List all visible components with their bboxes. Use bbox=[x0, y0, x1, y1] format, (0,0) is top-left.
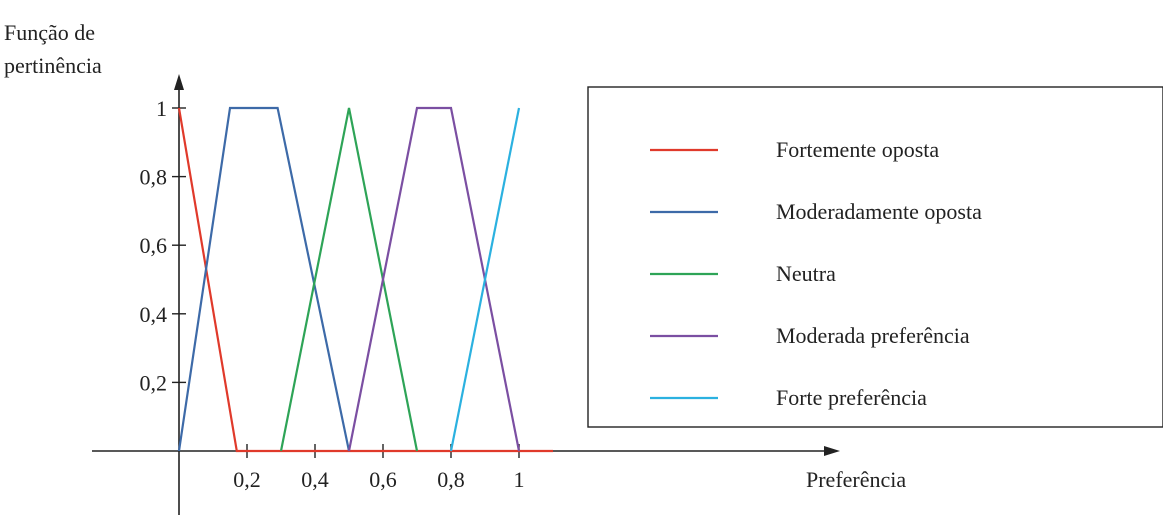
x-tick-label: 0,4 bbox=[301, 467, 329, 492]
y-tick-label: 0,4 bbox=[140, 302, 168, 327]
y-axis-title-line-2: pertinência bbox=[4, 53, 102, 78]
legend: Fortemente oposta Moderadamente oposta Neu… bbox=[650, 137, 982, 410]
x-tick-label: 0,2 bbox=[233, 467, 261, 492]
legend-box bbox=[587, 86, 1163, 428]
y-tick-label: 0,2 bbox=[140, 370, 168, 395]
legend-label-forte-preferencia: Forte preferência bbox=[776, 385, 927, 410]
series-line-moderadamente-oposta bbox=[177, 106, 351, 452]
y-tick-label: 1 bbox=[156, 96, 167, 121]
legend-label-moderada-preferencia: Moderada preferência bbox=[776, 323, 970, 348]
series-line-fortemente-oposta bbox=[177, 107, 553, 453]
legend-label-neutra: Neutra bbox=[776, 261, 836, 286]
y-tick-label: 0,6 bbox=[140, 233, 168, 258]
x-tick-label: 0,8 bbox=[437, 467, 465, 492]
x-axis-title: Preferência bbox=[806, 467, 906, 492]
x-tick-label: 1 bbox=[514, 467, 525, 492]
x-tick-label: 0,6 bbox=[369, 467, 397, 492]
x-axis-arrow-icon bbox=[824, 446, 840, 456]
y-axis-ticks: 0,2 0,4 0,6 0,8 1 bbox=[140, 96, 186, 395]
series-lines bbox=[177, 106, 553, 453]
legend-label-moderadamente-oposta: Moderadamente oposta bbox=[776, 199, 982, 224]
y-axis-title-line-1: Função de bbox=[4, 20, 95, 45]
legend-label-fortemente-oposta: Fortemente oposta bbox=[776, 137, 939, 162]
y-tick-label: 0,8 bbox=[140, 165, 168, 190]
x-axis-ticks: 0,2 0,4 0,6 0,8 1 bbox=[233, 444, 525, 492]
series-line-forte-preferencia bbox=[449, 107, 521, 452]
y-axis-arrow-icon bbox=[174, 74, 184, 90]
series-line-neutra bbox=[279, 107, 419, 452]
series-line-moderada-preferencia bbox=[347, 106, 521, 452]
